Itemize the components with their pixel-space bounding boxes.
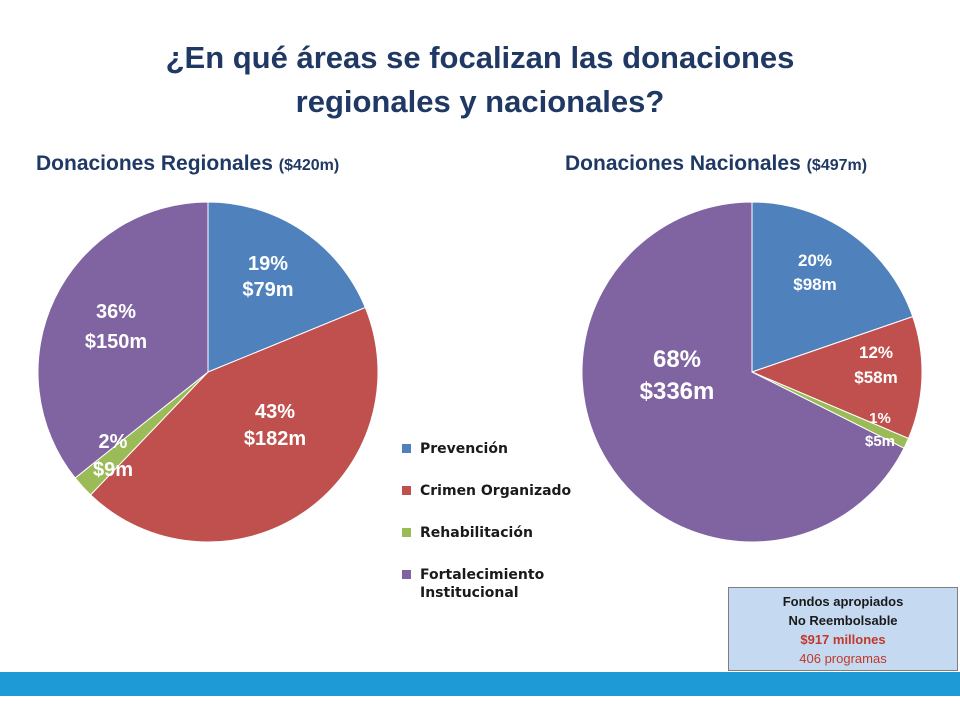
pie-nacional-label-pct-rehabilitacion: 1% bbox=[869, 410, 891, 427]
footer-bar bbox=[0, 672, 960, 696]
pie-nacional-slice-crimen bbox=[750, 315, 923, 440]
info-box-line4: 406 programas bbox=[799, 651, 887, 666]
legend-item-rehabilitacion: Rehabilitación bbox=[402, 524, 602, 566]
info-box: Fondos apropiados No Reembolsable $917 m… bbox=[728, 587, 958, 671]
pie-regional-label-amount-prevencion: $79m bbox=[242, 279, 293, 301]
legend-swatch-fortalecimiento bbox=[402, 570, 411, 579]
pie-nacional-label-pct-crimen: 12% bbox=[859, 343, 893, 362]
chart-title-regional-amount: ($420m) bbox=[278, 157, 340, 174]
page-title: ¿En qué áreas se focalizan las donacione… bbox=[40, 36, 920, 124]
pie-regional-label-amount-fortalecimiento: $150m bbox=[85, 331, 147, 353]
legend-swatch-prevencion bbox=[402, 444, 411, 453]
pie-regional-slice-crimen bbox=[89, 306, 379, 543]
pie-nacional-label-amount-rehabilitacion: $5m bbox=[865, 433, 895, 450]
legend-item-crimen: Crimen Organizado bbox=[402, 482, 602, 524]
pie-regional-slice-prevencion bbox=[207, 201, 366, 373]
legend-swatch-rehabilitacion bbox=[402, 528, 411, 537]
legend: Prevención Crimen Organizado Rehabilitac… bbox=[402, 440, 602, 612]
chart-title-nacional-text: Donaciones Nacionales bbox=[565, 152, 801, 175]
info-box-line2: No Reembolsable bbox=[788, 613, 898, 628]
legend-label-fortalecimiento-line2: Institucional bbox=[420, 585, 519, 601]
chart-title-regional: Donaciones Regionales ($420m) bbox=[36, 152, 339, 176]
legend-label-crimen: Crimen Organizado bbox=[420, 483, 572, 499]
pie-nacional-label-pct-fortalecimiento: 68% bbox=[653, 346, 701, 373]
page-title-line1: ¿En qué áreas se focalizan las donacione… bbox=[165, 40, 795, 75]
chart-title-nacional: Donaciones Nacionales ($497m) bbox=[565, 152, 867, 176]
pie-nacional-label-pct-prevencion: 20% bbox=[798, 251, 832, 270]
legend-label-fortalecimiento-line1: Fortalecimiento bbox=[420, 567, 545, 583]
chart-title-regional-text: Donaciones Regionales bbox=[36, 152, 273, 175]
pie-nacional-slice-prevencion bbox=[751, 201, 914, 373]
pie-regional-label-pct-crimen: 43% bbox=[255, 401, 295, 423]
pie-regional-label-pct-rehabilitacion: 2% bbox=[99, 431, 128, 453]
legend-swatch-crimen bbox=[402, 486, 411, 495]
pie-nacional-label-amount-prevencion: $98m bbox=[793, 275, 836, 294]
pie-nacional-slice-fortalecimiento bbox=[581, 201, 905, 543]
pie-nacional-label-amount-fortalecimiento: $336m bbox=[640, 378, 715, 405]
legend-label-rehabilitacion: Rehabilitación bbox=[420, 525, 533, 541]
info-box-line3: $917 millones bbox=[800, 632, 886, 647]
page-title-line2: regionales y nacionales? bbox=[295, 84, 665, 119]
legend-item-fortalecimiento: Fortalecimiento Institucional bbox=[402, 566, 602, 612]
legend-item-prevencion: Prevención bbox=[402, 440, 602, 482]
pie-regional-slice-fortalecimiento bbox=[37, 201, 209, 479]
pie-regional-label-pct-fortalecimiento: 36% bbox=[96, 301, 136, 323]
info-box-line1: Fondos apropiados bbox=[782, 594, 904, 609]
pie-regional-label-amount-crimen: $182m bbox=[244, 428, 306, 450]
legend-label-prevencion: Prevención bbox=[420, 441, 508, 457]
pie-regional-label-pct-prevencion: 19% bbox=[248, 253, 288, 275]
pie-nacional-label-amount-crimen: $58m bbox=[854, 368, 897, 387]
chart-title-nacional-amount: ($497m) bbox=[806, 157, 868, 174]
pie-regional-label-amount-rehabilitacion: $9m bbox=[93, 459, 133, 481]
